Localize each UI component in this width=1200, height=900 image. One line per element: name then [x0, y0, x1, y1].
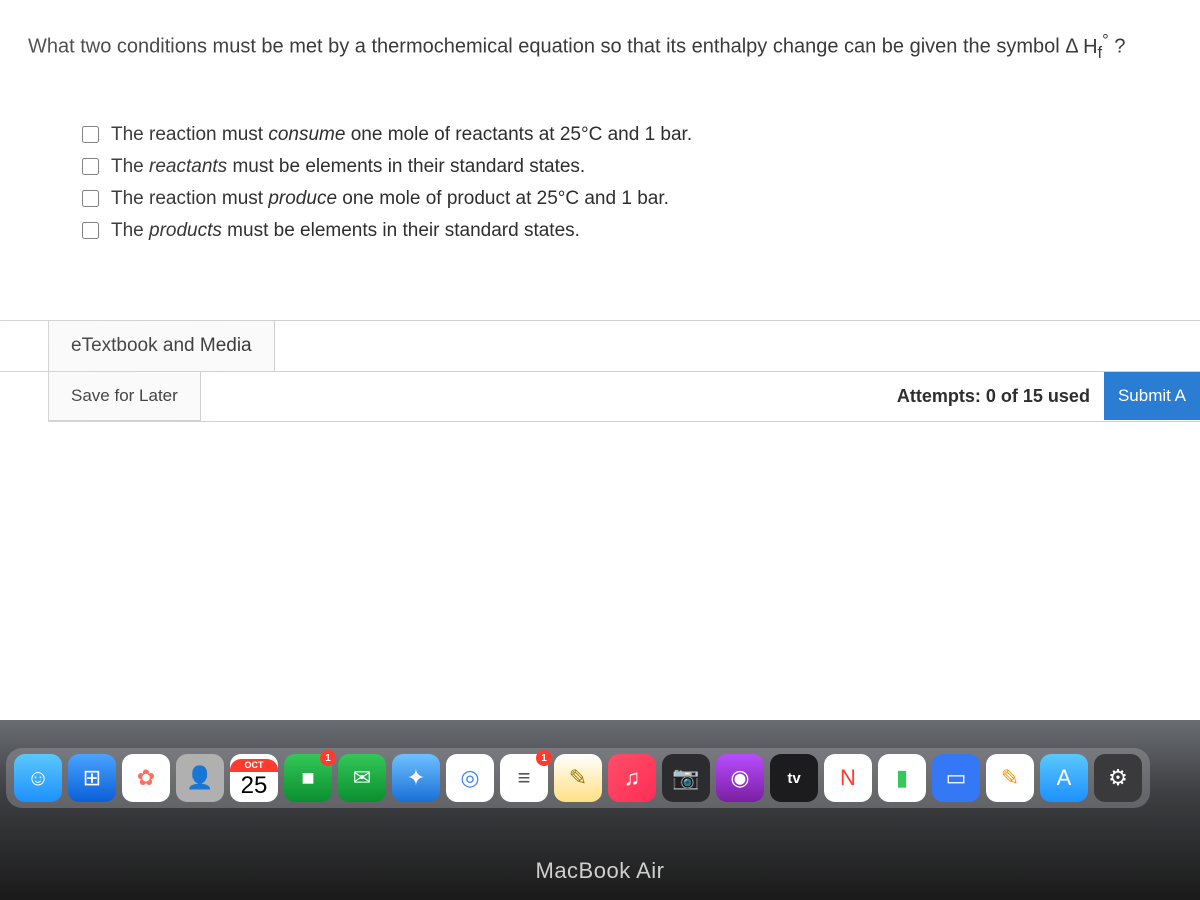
calendar-day: 25: [241, 772, 268, 798]
facetime-icon[interactable]: ■1: [284, 754, 332, 802]
question-prefix: What two conditions must be met by a the…: [28, 36, 1083, 58]
submit-answer-button[interactable]: Submit A: [1104, 372, 1200, 420]
answer-text: The reactants must be elements in their …: [111, 156, 585, 178]
answer-text: The products must be elements in their s…: [111, 220, 580, 242]
question-suffix: ?: [1114, 36, 1125, 58]
etextbook-bar: eTextbook and Media: [0, 320, 1200, 372]
contacts-icon[interactable]: 👤: [176, 754, 224, 802]
answer-option-2[interactable]: The reaction must produce one mole of pr…: [82, 188, 1200, 210]
question-text: What two conditions must be met by a the…: [0, 0, 1200, 74]
answer-option-3[interactable]: The products must be elements in their s…: [82, 220, 1200, 242]
answer-checkbox-3[interactable]: [82, 222, 99, 239]
quiz-content-panel: What two conditions must be met by a the…: [0, 0, 1200, 720]
save-for-later-button[interactable]: Save for Later: [48, 372, 201, 421]
app-store-alt-icon[interactable]: ⊞: [68, 754, 116, 802]
attempts-wrap: Attempts: 0 of 15 used Submit A: [897, 372, 1200, 420]
keynote-icon[interactable]: ▭: [932, 754, 980, 802]
calendar-icon[interactable]: OCT25: [230, 754, 278, 802]
podcasts-icon[interactable]: ◉: [716, 754, 764, 802]
answer-option-1[interactable]: The reactants must be elements in their …: [82, 156, 1200, 178]
pages-icon[interactable]: ✎: [986, 754, 1034, 802]
answer-checkbox-1[interactable]: [82, 158, 99, 175]
action-bar: Save for Later Attempts: 0 of 15 used Su…: [48, 372, 1200, 422]
enthalpy-symbol: Hf°: [1083, 36, 1114, 58]
messages-icon[interactable]: ✉: [338, 754, 386, 802]
macos-dock: ☺⊞✿👤OCT25■1✉✦◎≡1✎♫📷◉tvN▮▭✎A⚙: [6, 748, 1150, 808]
chrome-icon[interactable]: ◎: [446, 754, 494, 802]
device-label: MacBook Air: [0, 858, 1200, 884]
answer-text: The reaction must produce one mole of pr…: [111, 188, 669, 210]
system-preferences-icon[interactable]: ⚙: [1094, 754, 1142, 802]
calendar-month: OCT: [230, 759, 278, 772]
photo-booth-icon[interactable]: 📷: [662, 754, 710, 802]
answer-option-0[interactable]: The reaction must consume one mole of re…: [82, 124, 1200, 146]
safari-icon[interactable]: ✦: [392, 754, 440, 802]
music-icon[interactable]: ♫: [608, 754, 656, 802]
reminders-icon[interactable]: ≡1: [500, 754, 548, 802]
numbers-icon[interactable]: ▮: [878, 754, 926, 802]
answer-options: The reaction must consume one mole of re…: [0, 74, 1200, 242]
photos-icon[interactable]: ✿: [122, 754, 170, 802]
badge: 1: [320, 750, 336, 766]
app-store-icon[interactable]: A: [1040, 754, 1088, 802]
news-icon[interactable]: N: [824, 754, 872, 802]
finder-icon[interactable]: ☺: [14, 754, 62, 802]
badge: 1: [536, 750, 552, 766]
appletv-icon[interactable]: tv: [770, 754, 818, 802]
attempts-label: Attempts: 0 of 15 used: [897, 386, 1090, 407]
answer-checkbox-2[interactable]: [82, 190, 99, 207]
answer-checkbox-0[interactable]: [82, 126, 99, 143]
etextbook-link[interactable]: eTextbook and Media: [48, 321, 275, 371]
notes-icon[interactable]: ✎: [554, 754, 602, 802]
answer-text: The reaction must consume one mole of re…: [111, 124, 692, 146]
